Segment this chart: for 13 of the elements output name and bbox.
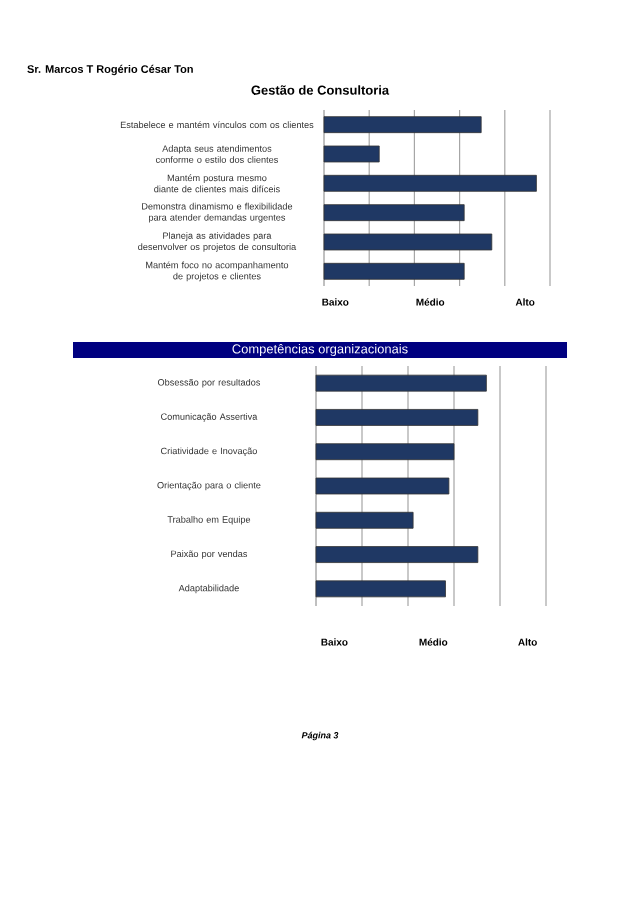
bar [315,511,414,529]
bar [315,580,446,598]
bar [323,116,482,134]
bar [315,443,455,461]
bar [315,409,479,426]
bar [323,233,493,251]
bar [323,174,537,192]
bar [323,262,465,280]
bar [315,374,487,392]
bar [315,546,479,563]
bar [315,477,450,495]
bar [323,204,465,222]
bar [323,145,380,163]
